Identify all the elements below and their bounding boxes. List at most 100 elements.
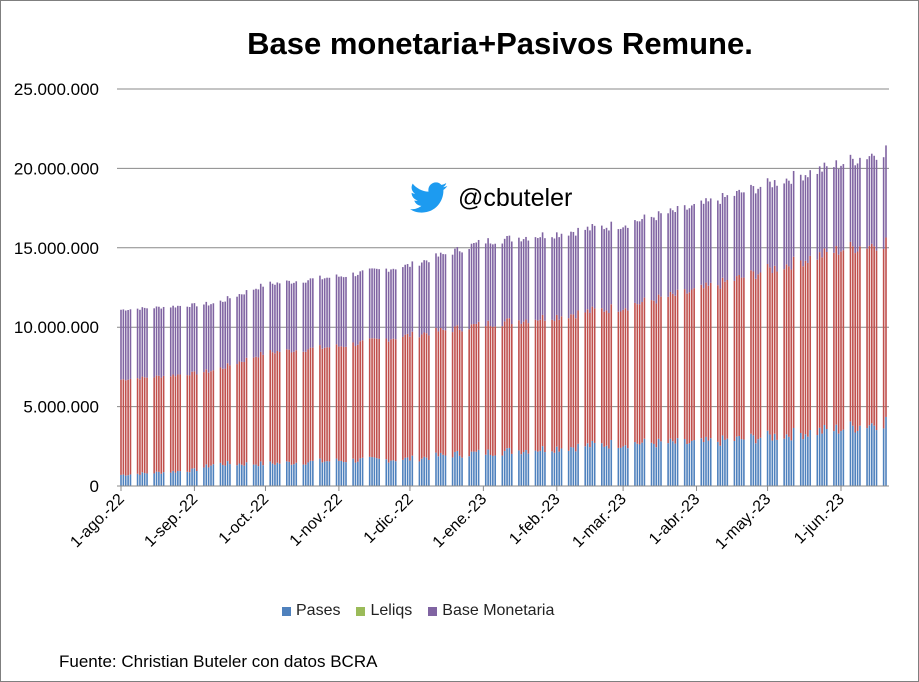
bar-leliqs [238,361,241,464]
bar-pases [842,429,845,486]
bar-pases [390,460,392,486]
bar-leliqs [870,243,873,424]
bar-base-monetaria [428,262,430,336]
bar-stack [288,280,290,486]
bar-leliqs [124,380,127,476]
bar-stack [537,238,539,486]
bar-pases [229,464,231,486]
bar-stack [686,209,688,486]
bar-stack [352,272,354,486]
bar-leliqs [468,329,470,457]
bar-stack [655,220,658,486]
bar-stack [600,225,603,486]
bar-stack [177,305,179,486]
bar-pases [252,464,255,486]
bar-leliqs [338,346,340,461]
bar-leliqs [750,270,752,434]
bar-base-monetaria [707,201,710,286]
bar-leliqs [833,252,835,432]
bar-base-monetaria [672,210,674,294]
bar-base-monetaria [205,301,208,370]
bar-stack [338,276,340,486]
bar-pases [790,440,793,486]
bar-base-monetaria [743,192,745,278]
bar-pases [643,438,646,486]
bar-leliqs [525,319,527,450]
bar-leliqs [461,331,463,458]
bar-stack [577,227,579,486]
bar-pases [335,458,338,486]
bar-base-monetaria [586,226,589,310]
bar-pases [120,474,122,486]
bar-stack [160,308,163,486]
bar-stack [312,278,314,486]
bar-leliqs [136,378,139,474]
bar-base-monetaria [257,289,260,358]
bar-pases [655,447,658,486]
bar-leliqs [444,330,447,456]
bar-leliqs [558,319,560,452]
bar-stack [236,296,238,486]
bar-pases [226,461,229,486]
bar-leliqs [255,356,257,465]
bar-stack [224,301,227,486]
legend-label-base-monetaria: Base Monetaria [442,602,555,619]
bar-leliqs [537,320,539,452]
bar-leliqs [278,351,281,464]
bar-pases [122,474,125,486]
bar-pases [605,445,608,486]
bar-base-monetaria [804,175,807,261]
bar-stack [676,206,679,486]
bar-base-monetaria [589,230,591,313]
bar-pases [885,416,887,486]
bar-base-monetaria [162,306,165,376]
bar-leliqs [726,279,729,439]
bar-pases [340,460,343,486]
bar-stack [321,279,324,486]
bar-pases [354,462,357,486]
bar-leliqs [271,352,274,464]
y-tick-label: 10.000.000 [14,318,99,337]
bar-leliqs [866,248,868,429]
bar-stack [641,219,643,486]
bar-leliqs [766,263,769,431]
bar-leliqs [506,318,508,449]
bar-base-monetaria [825,166,828,253]
bar-pases [494,455,497,486]
legend-item-base-monetaria: Base Monetaria [428,602,554,620]
bar-leliqs [406,333,409,458]
bar-stack [243,294,245,486]
bar-pases [570,447,572,486]
bar-pases [589,447,591,486]
bar-leliqs [503,321,506,451]
bar-base-monetaria [285,280,288,350]
bar-leliqs [686,293,688,445]
bar-base-monetaria [487,238,489,321]
bar-leliqs [191,371,193,469]
bar-stack [702,203,705,486]
bar-base-monetaria [290,283,293,353]
bar-pases [603,446,605,486]
bar-pases [342,461,345,486]
bar-base-monetaria [229,298,231,366]
bar-leliqs [236,364,238,466]
bar-base-monetaria [754,193,757,279]
bar-base-monetaria [868,156,871,246]
bar-base-monetaria [657,211,660,295]
bar-base-monetaria [153,308,155,378]
bar-base-monetaria [174,307,177,377]
bar-pases [660,441,662,486]
bar-pases [162,472,165,486]
bar-pases [676,438,679,486]
bar-stack [307,280,309,486]
bar-leliqs [572,314,575,448]
bar-leliqs [544,320,546,453]
bar-leliqs [473,323,475,452]
bar-pases [520,454,523,486]
bar-pases [127,475,129,486]
bar-base-monetaria [262,286,264,355]
bar-pases [766,430,769,486]
bar-base-monetaria [537,238,539,321]
bar-pases [707,440,710,486]
bar-stack [484,243,487,486]
